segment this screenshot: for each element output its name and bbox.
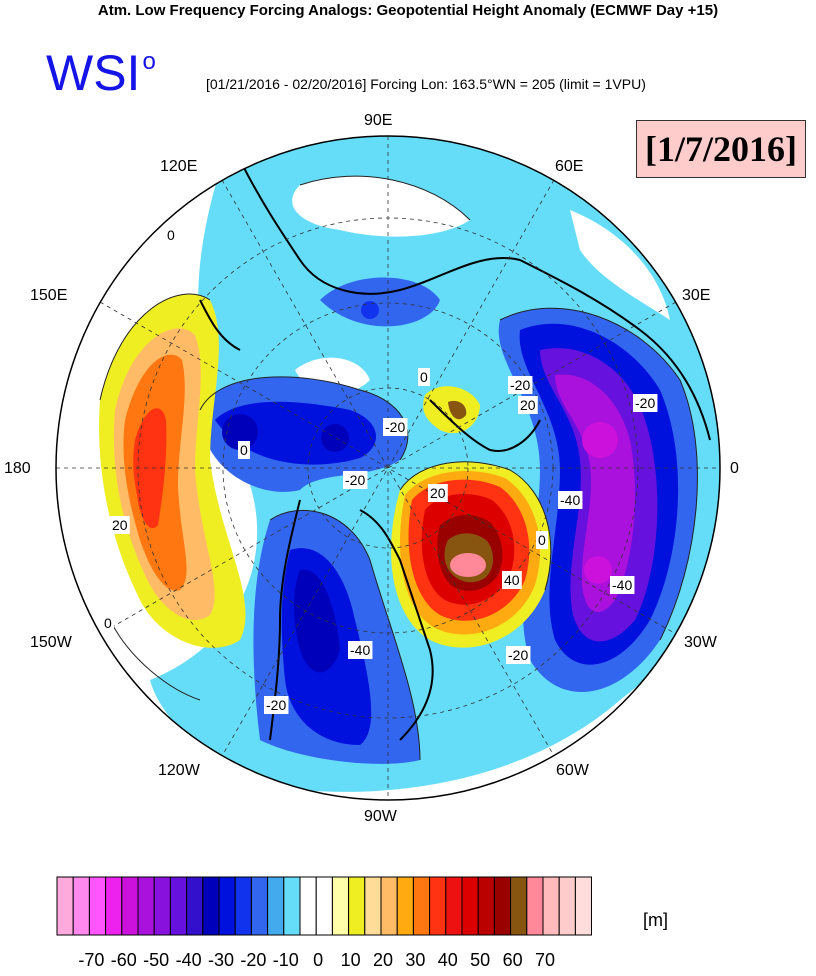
contour-label: 0 [420, 369, 428, 385]
colorbar-cell [396, 876, 414, 936]
colorbar-tick-label: 40 [437, 950, 458, 970]
contour-label: 0 [167, 227, 175, 243]
contour-label: -20 [266, 697, 286, 713]
colorbar-cell [558, 876, 576, 936]
colorbar-cell [380, 876, 398, 936]
contour-label: -20 [345, 472, 365, 488]
contour-label: -40 [612, 577, 632, 593]
page-title: Atm. Low Frequency Forcing Analogs: Geop… [97, 2, 719, 19]
contour-label: -20 [635, 395, 655, 411]
colorbar-cell [299, 876, 317, 936]
colorbar-tick-label: 50 [470, 950, 491, 970]
colorbar-cell [574, 876, 592, 936]
colorbar-tick-labels: -70 -60 -50 -40 -30 -20 -10 0 10 20 30 40 50 60 70 [0, 950, 816, 974]
contour-label: -20 [508, 647, 528, 663]
lon-label-120e: 120E [160, 158, 198, 175]
lon-label-180: 180 [4, 460, 31, 477]
colorbar-tick-label: 30 [405, 950, 426, 970]
contour-label: -40 [350, 642, 370, 658]
wsi-logo: WSIo [46, 45, 156, 101]
colorbar-cell [186, 876, 204, 936]
lon-label-30w: 30W [684, 634, 717, 651]
lon-label-120w: 120W [158, 762, 200, 779]
colorbar-cell [153, 876, 171, 936]
colorbar-cell [493, 876, 512, 936]
lon-label-0: 0 [730, 460, 739, 477]
colorbar-cell [412, 876, 431, 936]
colorbar-cell [105, 876, 123, 936]
colorbar-cell [542, 876, 560, 936]
lon-label-150w: 150W [30, 634, 72, 651]
colorbar-tick-label: -10 [272, 950, 299, 970]
lon-label-30e: 30E [682, 287, 711, 304]
colorbar-cell [526, 876, 544, 936]
colorbar-cell [283, 876, 301, 936]
colorbar-cell [429, 876, 447, 936]
contour-label: 0 [240, 442, 248, 458]
colorbar-cell [121, 876, 139, 936]
colorbar-cell [477, 876, 495, 936]
colorbar-cell [445, 876, 463, 936]
colorbar-cell [137, 876, 155, 936]
colorbar-cell [234, 876, 252, 936]
colorbar-cell [56, 876, 74, 936]
colorbar-cell [331, 876, 350, 936]
colorbar-tick-label: -40 [175, 950, 202, 970]
colorbar-tick-label: 20 [372, 950, 394, 970]
lon-label-60w: 60W [556, 762, 589, 779]
contour-label: 20 [430, 485, 446, 501]
map-subtitle: [01/21/2016 - 02/20/2016] Forcing Lon: 1… [206, 76, 646, 92]
contour-label: 40 [504, 572, 520, 588]
colorbar-cell [72, 876, 90, 936]
colorbar-tick-label: 10 [340, 950, 361, 970]
colorbar-tick-label: 0 [313, 950, 324, 970]
colorbar-tick-label: -30 [207, 950, 235, 970]
date-badge: [1/7/2016] [636, 120, 806, 178]
contour-label: 0 [104, 615, 112, 631]
colorbar-cell [267, 876, 285, 936]
colorbar-cell [88, 876, 107, 936]
colorbar [56, 876, 592, 936]
colorbar-tick-label: -50 [143, 950, 170, 970]
contour-label: -20 [385, 419, 405, 435]
lon-label-90w: 90W [364, 808, 397, 825]
colorbar-cell [250, 876, 269, 936]
contour-label: 20 [112, 517, 128, 533]
contour-label: -40 [560, 492, 580, 508]
colorbar-tick-label: 70 [534, 950, 556, 970]
units-label: [m] [643, 910, 668, 930]
colorbar-cell [364, 876, 382, 936]
lon-label-150e: 150E [30, 287, 68, 304]
colorbar-tick-label: 60 [502, 950, 523, 970]
colorbar-cell [461, 876, 479, 936]
colorbar-cell [510, 876, 528, 936]
colorbar-tick-label: -20 [240, 950, 267, 970]
colorbar-cell [169, 876, 188, 936]
colorbar-tick-label: -60 [110, 950, 137, 970]
polar-map: 0 20 -20 -20 0 20 -20 -40 20 0 40 -40 -2… [55, 135, 721, 801]
contour-label: 0 [538, 532, 546, 548]
colorbar-tick-label: -70 [78, 950, 105, 970]
contour-label: 20 [520, 397, 536, 413]
lon-label-60e: 60E [555, 158, 584, 175]
colorbar-cell [218, 876, 236, 936]
colorbar-cell [202, 876, 220, 936]
lon-label-90e: 90E [364, 112, 393, 129]
contour-label: -20 [510, 377, 530, 393]
colorbar-cell [315, 876, 333, 936]
colorbar-cell [348, 876, 366, 936]
